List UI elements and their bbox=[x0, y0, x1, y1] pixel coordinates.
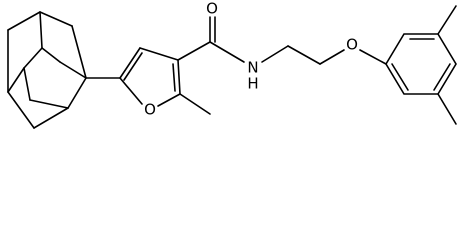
bond bbox=[67, 77, 87, 109]
atom-label: H bbox=[247, 75, 258, 93]
bond bbox=[7, 91, 35, 129]
bond bbox=[41, 47, 61, 63]
bond bbox=[29, 99, 69, 109]
atom-label: O bbox=[206, 0, 218, 18]
phenyl bbox=[359, 5, 457, 125]
atom-label: O bbox=[346, 36, 358, 54]
bond bbox=[179, 93, 211, 115]
bond bbox=[39, 11, 73, 27]
bond bbox=[157, 93, 181, 107]
bond bbox=[7, 67, 25, 93]
bond bbox=[319, 49, 345, 65]
ring bbox=[385, 33, 457, 95]
bond bbox=[177, 41, 211, 61]
atom-label: N bbox=[247, 59, 258, 77]
bond bbox=[119, 47, 141, 79]
structure: O N H O O bbox=[7, 0, 457, 129]
amide bbox=[177, 16, 345, 65]
bond bbox=[391, 63, 409, 91]
bond bbox=[261, 45, 289, 63]
bond bbox=[437, 93, 457, 125]
bond bbox=[209, 41, 245, 63]
bond bbox=[39, 11, 43, 49]
bond bbox=[23, 67, 31, 101]
bond bbox=[71, 25, 87, 79]
bond bbox=[287, 45, 321, 65]
bond bbox=[7, 11, 41, 31]
bond bbox=[177, 59, 181, 95]
bond bbox=[23, 47, 43, 69]
bond bbox=[172, 63, 176, 92]
atom-label: O bbox=[144, 101, 156, 119]
adamantane bbox=[7, 11, 87, 129]
furan bbox=[85, 47, 211, 115]
bond bbox=[139, 47, 179, 61]
bond bbox=[123, 52, 143, 81]
page: O N H O O (() => { const data = JSON.par… bbox=[7, 0, 457, 129]
bond bbox=[437, 5, 457, 35]
bond bbox=[59, 61, 87, 79]
bond bbox=[433, 63, 451, 91]
bond bbox=[359, 49, 387, 65]
bond bbox=[119, 77, 143, 105]
bond bbox=[33, 107, 69, 129]
